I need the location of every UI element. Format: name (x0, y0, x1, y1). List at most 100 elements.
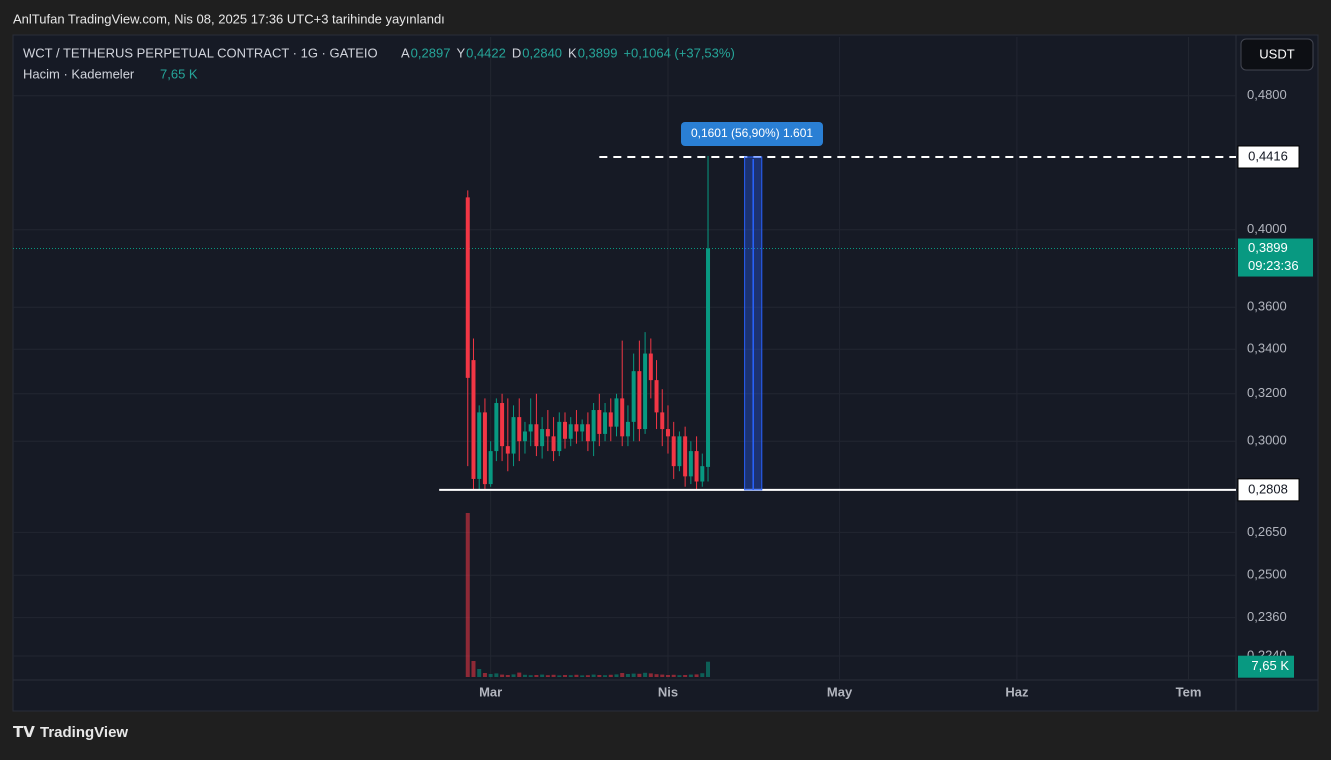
y-tick-label: 0,3000 (1247, 433, 1287, 448)
y-tick-label: 0,4000 (1247, 221, 1287, 236)
volume-bar (648, 673, 653, 677)
currency-label[interactable]: USDT (1259, 46, 1294, 61)
volume-bar (620, 673, 625, 677)
candle-body (688, 451, 693, 477)
volume-bar (660, 674, 665, 677)
legend-key: A (401, 45, 410, 60)
volume-bar (574, 674, 579, 677)
publisher: AnlTufan TradingView.com, Nis 08, 2025 1… (13, 11, 445, 26)
candle-body (551, 436, 556, 452)
candle-body (671, 436, 676, 467)
y-tick-label: 0,2500 (1247, 567, 1287, 582)
last-price-label: 0,3899 (1248, 240, 1288, 255)
volume-bar (688, 674, 693, 677)
candle-body (585, 424, 590, 442)
candle-body (563, 421, 568, 439)
volume-bar (471, 661, 476, 677)
volume-bar (614, 674, 619, 677)
candle-body (482, 412, 487, 485)
volume-bar (677, 675, 682, 677)
y-tick-label: 0,3200 (1247, 385, 1287, 400)
candle-body (580, 424, 585, 432)
volume-bar (637, 673, 642, 677)
candle-body (665, 429, 670, 437)
candle-body (660, 412, 665, 430)
candle-body (648, 353, 653, 381)
candle-body (568, 424, 573, 439)
volume-bar (494, 673, 499, 677)
candle-body (683, 436, 688, 477)
legend-key: Y (456, 45, 465, 60)
price-label-box (1237, 478, 1300, 502)
symbol-title: WCT / TETHERUS PERPETUAL CONTRACT · 1G ·… (23, 45, 378, 60)
candle-body (540, 429, 545, 447)
legend-value: 0,3899 (578, 45, 618, 60)
volume-bar (563, 675, 568, 677)
candle-body (545, 429, 550, 437)
volume-legend-name: Hacim · Kademeler (23, 66, 135, 81)
candle-body (608, 412, 613, 427)
volume-bar (694, 674, 699, 677)
candle-body (574, 424, 579, 432)
candle-body (522, 431, 527, 442)
legend-key: K (568, 45, 577, 60)
countdown: 09:23:36 (1248, 258, 1299, 273)
candle-body (471, 360, 476, 479)
plot: 0,4800 0,4000 0,3600 0,3400 0,3200 0,3000 0,26… (13, 35, 1318, 711)
volume-bar (683, 675, 688, 677)
volume-bar (534, 675, 539, 677)
legend-value: 0,4422 (466, 45, 506, 60)
volume-bar (603, 675, 608, 677)
volume-bar (528, 675, 533, 677)
volume-bar (522, 674, 527, 677)
x-tick-label: Haz (1005, 684, 1029, 699)
volume-bar (568, 675, 573, 677)
volume-bar (511, 674, 516, 677)
currency-button[interactable] (1240, 38, 1314, 71)
candle-body (500, 403, 505, 447)
candle-body (643, 353, 648, 430)
candle-body (631, 371, 636, 422)
volume-bar (625, 674, 630, 677)
price-label-box (1237, 145, 1300, 169)
candle-body (557, 421, 562, 452)
y-tick-label: 0,2650 (1247, 524, 1287, 539)
volume-bar (591, 674, 596, 677)
candle-body (534, 424, 539, 447)
volume-bar (517, 672, 522, 677)
volume-bar (580, 675, 585, 677)
candle-body (494, 403, 499, 452)
x-tick-label: May (827, 684, 853, 699)
candle-body (677, 436, 682, 467)
y-tick-label: 0,3400 (1247, 341, 1287, 356)
price-label: 0,4416 (1248, 148, 1288, 163)
candle-body (694, 451, 699, 482)
x-tick-label: Nis (658, 684, 678, 699)
candle-body (477, 412, 482, 479)
legend-value: 0,2840 (522, 45, 562, 60)
volume-bar (665, 675, 670, 677)
volume-bar (505, 675, 510, 677)
volume-bar (700, 673, 705, 677)
legend-key: D (512, 45, 521, 60)
candle-body (614, 398, 619, 427)
volume-label-box (1238, 655, 1294, 678)
measure-label-box (681, 122, 823, 146)
candle-body (706, 248, 711, 467)
candle-body (528, 424, 533, 432)
legend-change: +0,1064 (+37,53%) (623, 45, 734, 60)
volume-bar (551, 674, 556, 677)
brand-logo: 𝗧𝗩 (13, 724, 35, 741)
x-tick-label: Tem (1176, 684, 1202, 699)
volume-bar (557, 675, 562, 677)
candle-body (505, 446, 510, 454)
volume-bar (477, 669, 482, 677)
price-label: 0,2808 (1248, 481, 1288, 496)
candle-body (637, 371, 642, 430)
measure-label: 0,1601 (56,90%) 1.601 (691, 126, 813, 140)
candle-body (488, 451, 493, 485)
last-price-box (1238, 238, 1313, 277)
volume-label: 7,65 K (1251, 658, 1289, 673)
